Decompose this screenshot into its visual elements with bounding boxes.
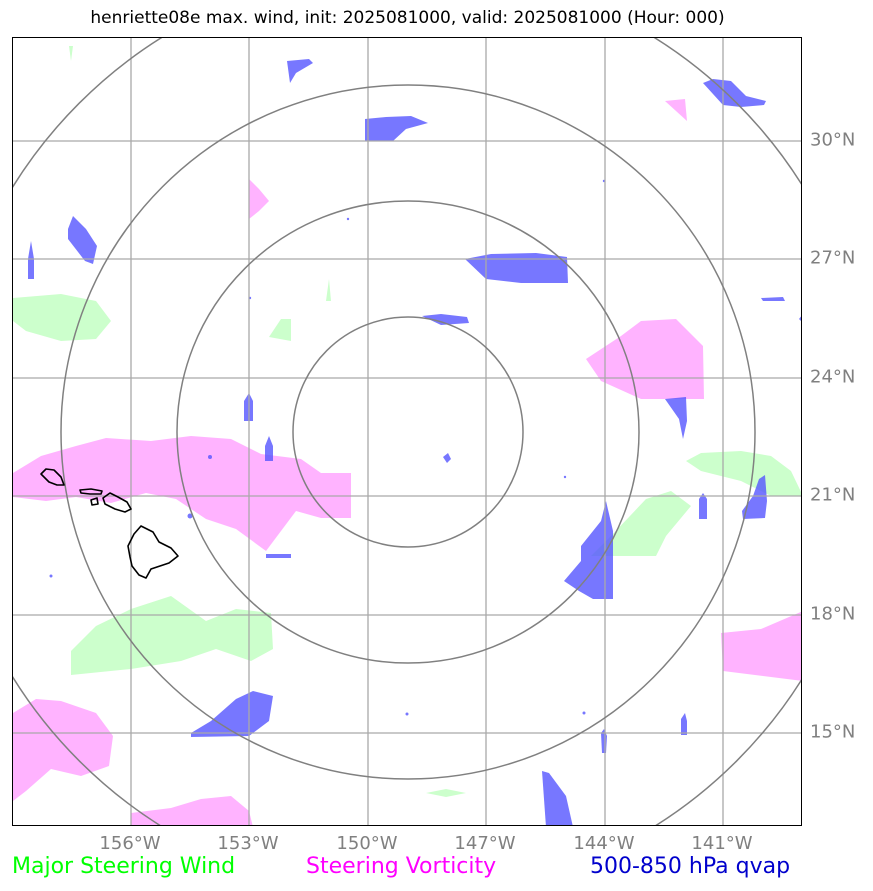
lat-tick-label: 21°N xyxy=(810,484,856,506)
steering-wind-areas xyxy=(13,46,801,797)
hawaiian-islands-coastline xyxy=(40,468,179,579)
lon-tick-label: 144°W xyxy=(573,833,635,854)
lon-tick-label: 147°W xyxy=(454,833,516,854)
lat-tick-label: 30°N xyxy=(810,129,856,151)
legend-qvap: 500-850 hPa qvap xyxy=(590,854,791,879)
lon-tick-label: 150°W xyxy=(336,833,398,854)
legend-steering-vorticity: Steering Vorticity xyxy=(306,854,497,879)
lat-tick-label: 24°N xyxy=(810,366,856,388)
lon-tick-label: 141°W xyxy=(691,833,753,854)
lon-tick-label: 156°W xyxy=(99,833,161,854)
lat-tick-label: 15°N xyxy=(810,721,856,743)
lat-tick-label: 27°N xyxy=(810,247,856,269)
graticule xyxy=(13,38,801,825)
map-panel[interactable] xyxy=(12,37,802,826)
legend-steering-wind: Major Steering Wind xyxy=(12,854,236,879)
qvap-areas xyxy=(28,59,801,825)
steering-vorticity-areas xyxy=(13,99,801,825)
range-rings xyxy=(13,38,801,825)
lat-tick-label: 18°N xyxy=(810,603,856,625)
lon-tick-label: 153°W xyxy=(217,833,279,854)
map-title: henriette08e max. wind, init: 2025081000… xyxy=(90,8,725,28)
